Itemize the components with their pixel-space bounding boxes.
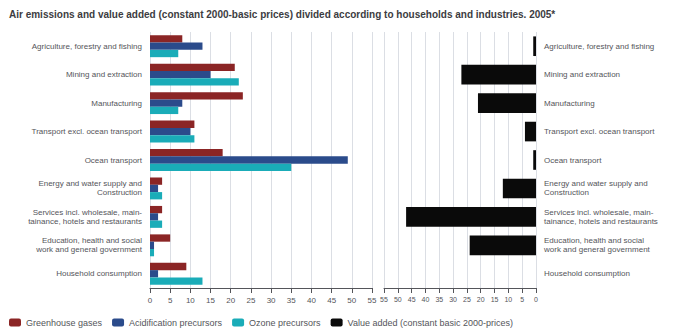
svg-text:0: 0	[148, 296, 153, 305]
svg-text:5: 5	[520, 296, 524, 303]
svg-text:10: 10	[504, 296, 512, 303]
svg-text:20: 20	[226, 296, 235, 305]
svg-text:tainance, hotels and restauran: tainance, hotels and restaurants	[28, 217, 142, 226]
svg-text:35: 35	[435, 296, 443, 303]
svg-text:Transport excl. ocean transpor: Transport excl. ocean transport	[32, 127, 143, 136]
svg-text:15: 15	[206, 296, 215, 305]
svg-text:work and general government: work and general government	[543, 245, 651, 254]
svg-text:50: 50	[394, 296, 402, 303]
svg-text:5: 5	[168, 296, 173, 305]
svg-text:30: 30	[449, 296, 457, 303]
svg-text:Manufacturing: Manufacturing	[544, 99, 595, 108]
svg-text:Greenhouse gases: Greenhouse gases	[26, 318, 103, 328]
svg-text:Services incl. wholesale, main: Services incl. wholesale, main-	[33, 208, 143, 217]
svg-text:Transport excl. ocean transpor: Transport excl. ocean transport	[544, 127, 655, 136]
svg-text:25: 25	[246, 296, 255, 305]
svg-text:Energy and water supply and: Energy and water supply and	[544, 179, 648, 188]
svg-text:50: 50	[347, 296, 356, 305]
svg-text:Education, health and social: Education, health and social	[544, 236, 644, 245]
svg-text:35: 35	[287, 296, 296, 305]
svg-text:Construction: Construction	[544, 188, 589, 197]
svg-text:Ocean transport: Ocean transport	[544, 156, 602, 165]
svg-text:work and general government: work and general government	[35, 245, 143, 254]
svg-text:Energy and water supply and: Energy and water supply and	[38, 179, 142, 188]
svg-text:Mining and extraction: Mining and extraction	[544, 70, 620, 79]
svg-text:40: 40	[422, 296, 430, 303]
svg-text:40: 40	[307, 296, 316, 305]
svg-text:55: 55	[380, 296, 388, 303]
svg-text:15: 15	[491, 296, 499, 303]
svg-text:Air emissions and value added: Air emissions and value added (constant …	[9, 9, 555, 20]
svg-text:tainance, hotels and restauran: tainance, hotels and restaurants	[544, 217, 658, 226]
svg-text:Household consumption: Household consumption	[56, 269, 142, 278]
svg-text:30: 30	[267, 296, 276, 305]
svg-text:Acidification precursors: Acidification precursors	[129, 318, 223, 328]
svg-text:Household consumption: Household consumption	[544, 269, 630, 278]
svg-text:Ozone precursors: Ozone precursors	[249, 318, 321, 328]
svg-text:Education, health and social: Education, health and social	[42, 236, 142, 245]
svg-text:Mining and extraction: Mining and extraction	[66, 70, 142, 79]
svg-text:Manufacturing: Manufacturing	[91, 99, 142, 108]
svg-text:0: 0	[534, 296, 538, 303]
svg-text:45: 45	[327, 296, 336, 305]
svg-text:Construction: Construction	[97, 188, 142, 197]
svg-text:Ocean transport: Ocean transport	[85, 156, 143, 165]
svg-text:Services incl. wholesale, main: Services incl. wholesale, main-	[544, 208, 654, 217]
svg-text:45: 45	[408, 296, 416, 303]
svg-text:25: 25	[463, 296, 471, 303]
svg-text:Value added (constant basic 20: Value added (constant basic 2000-prices)	[348, 318, 513, 328]
svg-text:55: 55	[368, 296, 377, 305]
svg-text:Agriculture, forestry and fish: Agriculture, forestry and fishing	[32, 42, 142, 51]
svg-text:20: 20	[477, 296, 485, 303]
svg-text:Agriculture, forestry and fish: Agriculture, forestry and fishing	[544, 42, 654, 51]
svg-text:10: 10	[186, 296, 195, 305]
